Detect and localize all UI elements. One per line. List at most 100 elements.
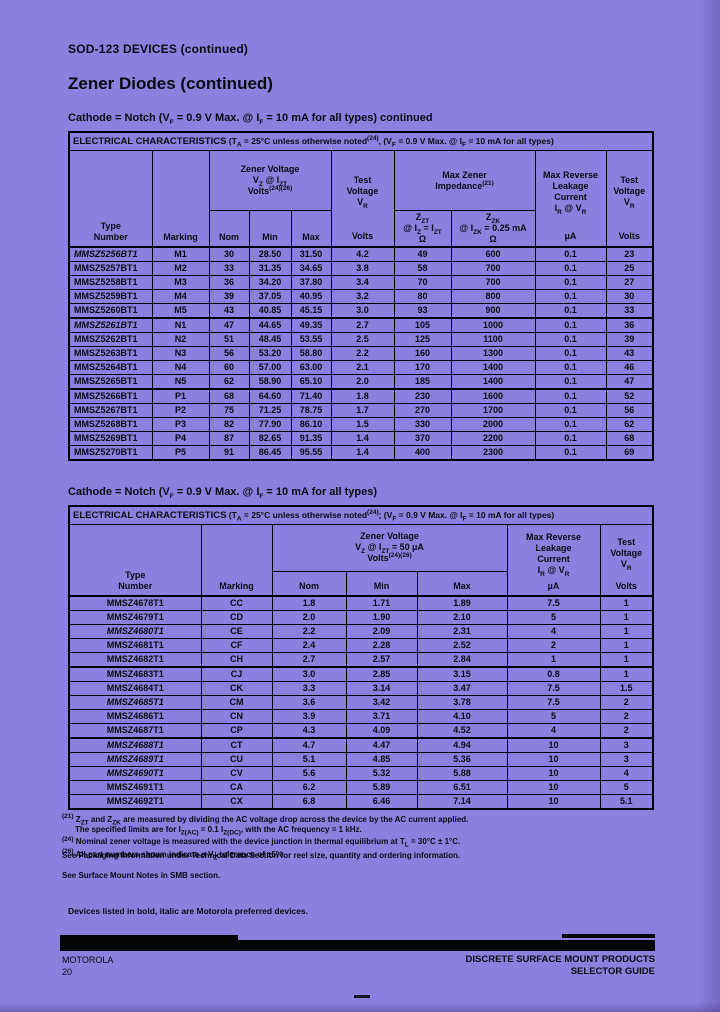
type-number-cell-preferred: MMSZ4688T1	[68, 737, 202, 753]
col-header-nom-2: Nom	[271, 570, 347, 597]
footer-guide-line: SELECTOR GUIDE	[570, 966, 655, 977]
data-cell: 63.00	[290, 359, 332, 375]
data-cell: 71.25	[248, 402, 292, 418]
footnote-ref: (24)	[62, 835, 74, 843]
data-cell: CA	[200, 780, 273, 795]
data-cell: 44.65	[248, 317, 292, 333]
preferred-devices-note: Devices listed in bold, italic are Motor…	[68, 906, 308, 916]
data-cell: N3	[151, 345, 210, 361]
data-cell: 39	[208, 288, 250, 304]
data-cell: 4	[506, 723, 601, 739]
footnote-ref: (21)	[62, 813, 74, 820]
table-row: MMSZ5269BT1 P4 87 82.65 91.35 1.4 370 2200 0.1 68	[68, 430, 654, 446]
data-cell: 30	[605, 288, 654, 304]
data-cell: 900	[450, 302, 536, 318]
page-number: 20	[62, 967, 73, 977]
data-cell: 10	[506, 752, 601, 767]
table-row: MMSZ4678T1 CC 1.8 1.71 1.89 7.5 1	[68, 595, 654, 611]
data-cell: 82	[208, 416, 250, 432]
test-voltage-2-label: Test Voltage VR	[613, 175, 646, 211]
footnote-text: Nominal zener voltage is measured with t…	[75, 837, 461, 849]
data-cell: 43	[605, 345, 654, 361]
data-cell: 4.3	[271, 723, 347, 739]
data-cell: 45.15	[290, 302, 332, 318]
data-cell: 3.8	[330, 260, 395, 276]
data-cell: 91	[208, 444, 250, 460]
data-cell: 2	[506, 638, 601, 653]
data-cell: 5.1	[271, 752, 347, 767]
col-header-min-2: Min	[345, 570, 418, 597]
data-cell: 700	[450, 274, 536, 290]
scan-edge-shadow-right	[696, 0, 720, 1012]
data-cell: 3.78	[416, 695, 508, 710]
data-cell: 6.51	[416, 780, 508, 795]
data-cell: 3.6	[271, 695, 347, 710]
data-cell: 0.1	[534, 345, 607, 361]
type-number-cell-preferred: MMSZ4690T1	[68, 766, 202, 781]
table2-group-1: MMSZ4678T1 CC 1.8 1.71 1.89 7.5 1 MMSZ4679T1 CD 2…	[68, 595, 654, 668]
data-cell: 2	[599, 695, 654, 710]
data-cell: 1.4	[330, 444, 395, 460]
data-cell: M3	[151, 274, 210, 290]
data-cell: 2.4	[271, 638, 347, 653]
data-cell: 1000	[450, 317, 536, 333]
type-number-cell: MMSZ5269BT1	[68, 430, 153, 446]
data-cell: 230	[393, 388, 452, 404]
data-cell: 40.95	[290, 288, 332, 304]
data-cell: 5.89	[345, 780, 418, 795]
data-cell: 2.84	[416, 652, 508, 668]
leakage-unit: µA	[564, 231, 577, 242]
table-row: MMSZ5266BT1 P1 68 64.60 71.40 1.8 230 1600 0.1 52	[68, 388, 654, 404]
data-cell: 2.09	[345, 624, 418, 639]
table-row: MMSZ4688T1 CT 4.7 4.47 4.94 10 3	[68, 737, 654, 753]
data-cell: 75	[208, 402, 250, 418]
table-row: MMSZ4682T1 CH 2.7 2.57 2.84 1 1	[68, 652, 654, 668]
data-cell: 10	[506, 766, 601, 781]
ec-conditions-2: (TA = 25°C unless otherwise noted(24); (…	[228, 509, 555, 523]
type-number-cell: MMSZ5265BT1	[68, 373, 153, 389]
data-cell: 5	[506, 709, 601, 724]
table-row: MMSZ5256BT1 M1 30 28.50 31.50 4.2 49 600 0.1 23	[68, 246, 654, 262]
data-cell: 0.8	[506, 666, 601, 682]
data-cell: 1	[506, 652, 601, 668]
data-cell: 56	[208, 345, 250, 361]
data-cell: 2300	[450, 444, 536, 460]
type-number-cell-preferred: MMSZ4680T1	[68, 624, 202, 639]
data-cell: 4	[599, 766, 654, 781]
table-row: MMSZ4681T1 CF 2.4 2.28 2.52 2 1	[68, 638, 654, 653]
data-cell: 36	[208, 274, 250, 290]
footnote-24: (24) Nominal zener voltage is measured w…	[62, 835, 654, 849]
data-cell: 2.10	[416, 610, 508, 625]
data-cell: 5	[506, 610, 601, 625]
data-cell: 2	[599, 709, 654, 724]
data-cell: 0.1	[534, 246, 607, 262]
data-cell: 78.75	[290, 402, 332, 418]
data-cell: 600	[450, 246, 536, 262]
data-cell: 1100	[450, 331, 536, 347]
data-cell: 2.2	[330, 345, 395, 361]
data-cell: 2.5	[330, 331, 395, 347]
table-row: MMSZ4690T1 CV 5.6 5.32 5.88 10 4	[68, 766, 654, 781]
data-cell: CU	[200, 752, 273, 767]
table-row: MMSZ4685T1 CM 3.6 3.42 3.78 7.5 2	[68, 695, 654, 710]
data-cell: 2.2	[271, 624, 347, 639]
data-cell: 1.4	[330, 430, 395, 446]
table-row: MMSZ4686T1 CN 3.9 3.71 4.10 5 2	[68, 709, 654, 724]
data-cell: P5	[151, 444, 210, 460]
data-cell: 4.10	[416, 709, 508, 724]
table-row: MMSZ4692T1 CX 6.8 6.46 7.14 10 5.1	[68, 794, 654, 810]
data-cell: 0.1	[534, 444, 607, 460]
data-cell: 49	[393, 246, 452, 262]
data-cell: CN	[200, 709, 273, 724]
data-cell: CF	[200, 638, 273, 653]
data-cell: P3	[151, 416, 210, 432]
data-cell: 2.85	[345, 666, 418, 682]
data-cell: CM	[200, 695, 273, 710]
type-number-cell: MMSZ4683T1	[68, 666, 202, 682]
data-cell: 1700	[450, 402, 536, 418]
type-number-cell: MMSZ5262BT1	[68, 331, 153, 347]
data-cell: 3.2	[330, 288, 395, 304]
data-cell: 2.7	[330, 317, 395, 333]
data-cell: 28.50	[248, 246, 292, 262]
